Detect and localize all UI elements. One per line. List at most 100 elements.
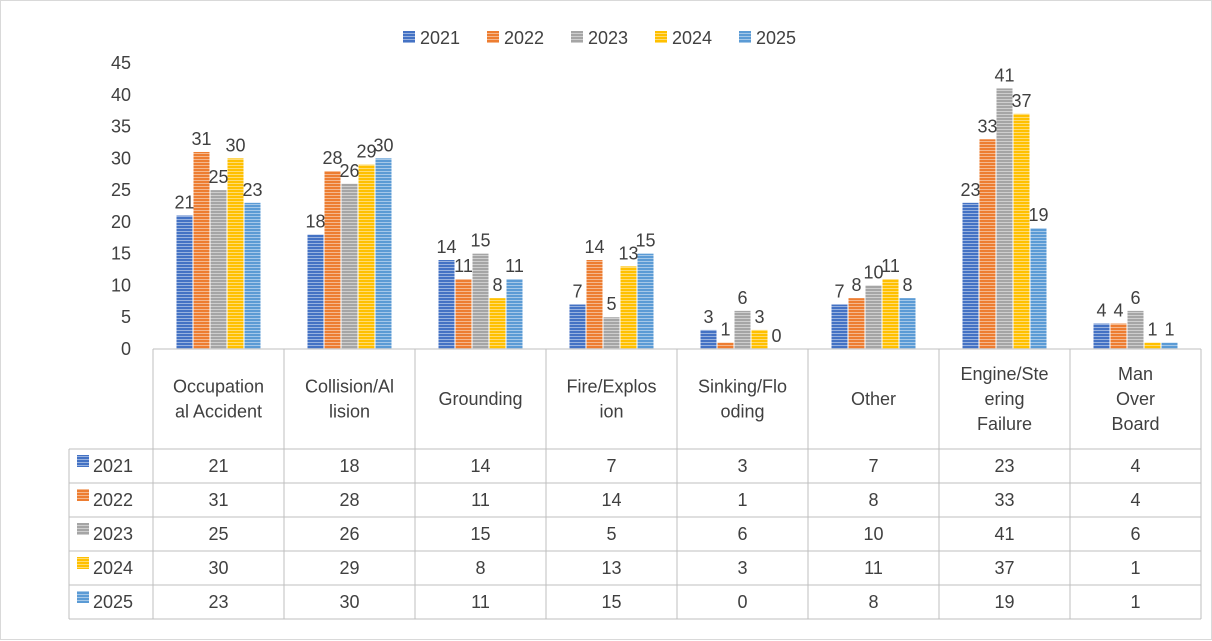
table-cell: 13: [601, 558, 621, 578]
bar-2021-4: [569, 304, 586, 349]
data-label: 8: [492, 275, 502, 295]
data-label: 23: [960, 180, 980, 200]
data-table: Occupation al Accident Collision/Al lision G…: [68, 348, 1202, 620]
data-label: 0: [771, 326, 781, 346]
data-label: 37: [1011, 91, 1031, 111]
data-label: 3: [703, 307, 713, 327]
data-label: 6: [737, 288, 747, 308]
data-label: 18: [305, 212, 325, 232]
table-cell: 4: [1130, 456, 1140, 476]
bar-2024-5: [751, 329, 768, 349]
category-label: Grounding: [438, 389, 522, 409]
legend-item-2022: 2022: [487, 28, 544, 48]
table-cell: 1: [1130, 592, 1140, 612]
bar-2023-5: [734, 310, 751, 349]
table-cell: 37: [994, 558, 1014, 578]
bar-2023-3: [472, 253, 489, 349]
table-cell: 11: [471, 592, 490, 612]
legend-label: 2022: [504, 28, 544, 48]
legend-item-2023: 2023: [571, 28, 628, 48]
bar-2024-1: [227, 158, 244, 349]
table-cell: 1: [737, 490, 747, 510]
bar-2023-8: [1127, 310, 1144, 349]
table-cell: 4: [1130, 490, 1140, 510]
bar-2023-2: [341, 183, 358, 349]
table-cell: 8: [868, 490, 878, 510]
bar-2024-2: [358, 164, 375, 349]
table-cell: 28: [339, 490, 359, 510]
data-label: 19: [1028, 205, 1048, 225]
data-label: 1: [1147, 320, 1157, 340]
table-row: 2023 25 26 15 5 6 10 41 6: [77, 523, 1141, 544]
legend-swatch: [487, 31, 499, 43]
table-cell: 23: [208, 592, 228, 612]
table-cell: 5: [606, 524, 616, 544]
row-swatch: [77, 591, 89, 603]
row-swatch: [77, 557, 89, 569]
table-cell: 3: [737, 456, 747, 476]
bar-2025-7: [1030, 228, 1047, 349]
bar-2022-3: [455, 279, 472, 349]
legend-item-2021: 2021: [403, 28, 460, 48]
bar-2023-6: [865, 285, 882, 349]
data-label: 8: [902, 275, 912, 295]
bar-2021-3: [438, 260, 455, 349]
legend-swatch: [739, 31, 751, 43]
plot-area: 2131253023182826293014111581171451315316…: [174, 65, 1178, 349]
table-cell: 10: [863, 524, 883, 544]
table-cell: 26: [339, 524, 359, 544]
row-series-label: 2025: [93, 592, 133, 612]
bar-2021-7: [962, 202, 979, 349]
table-cell: 31: [208, 490, 228, 510]
data-label: 1: [1164, 320, 1174, 340]
table-row: 2022 31 28 11 14 1 8 33 4: [77, 489, 1141, 510]
data-label: 4: [1113, 301, 1123, 321]
row-series-label: 2021: [93, 456, 133, 476]
y-tick-label: 20: [111, 212, 131, 232]
bar-2022-1: [193, 151, 210, 349]
table-cell: 14: [470, 456, 490, 476]
y-tick-label: 45: [111, 53, 131, 73]
data-label: 15: [470, 231, 490, 251]
table-cell: 6: [1130, 524, 1140, 544]
table-cell: 18: [339, 456, 359, 476]
data-label: 3: [754, 307, 764, 327]
table-cell: 21: [208, 456, 228, 476]
bar-2025-4: [637, 253, 654, 349]
category-label: Collision/Al lision: [305, 377, 394, 422]
bar-2025-1: [244, 202, 261, 349]
y-tick-label: 25: [111, 180, 131, 200]
data-label: 21: [174, 193, 194, 213]
bar-2021-8: [1093, 323, 1110, 349]
table-cell: 0: [737, 592, 747, 612]
bar-2024-6: [882, 279, 899, 349]
bar-2023-1: [210, 190, 227, 349]
legend-item-2024: 2024: [655, 28, 712, 48]
bar-2023-7: [996, 88, 1013, 349]
table-row: 2025 23 30 11 15 0 8 19 1: [77, 591, 1141, 612]
legend-label: 2024: [672, 28, 712, 48]
legend-label: 2021: [420, 28, 460, 48]
row-series-label: 2022: [93, 490, 133, 510]
data-label: 7: [834, 282, 844, 302]
data-label: 29: [356, 142, 376, 162]
data-label: 4: [1096, 301, 1106, 321]
table-cell: 8: [475, 558, 485, 578]
data-label: 41: [994, 65, 1014, 85]
data-label: 10: [863, 262, 883, 282]
bar-2024-3: [489, 298, 506, 349]
row-swatch: [77, 523, 89, 535]
table-cell: 6: [737, 524, 747, 544]
table-cell: 29: [339, 558, 359, 578]
table-cell: 23: [994, 456, 1014, 476]
bar-2021-2: [307, 234, 324, 349]
table-cell: 11: [864, 558, 883, 578]
bar-2022-5: [717, 342, 734, 349]
bar-2021-1: [176, 215, 193, 349]
table-cell: 30: [339, 592, 359, 612]
data-label: 11: [505, 256, 524, 276]
y-axis: 0 5 10 15 20 25 30 35 40 45: [111, 53, 131, 359]
table-cell: 19: [994, 592, 1014, 612]
data-label: 23: [242, 180, 262, 200]
